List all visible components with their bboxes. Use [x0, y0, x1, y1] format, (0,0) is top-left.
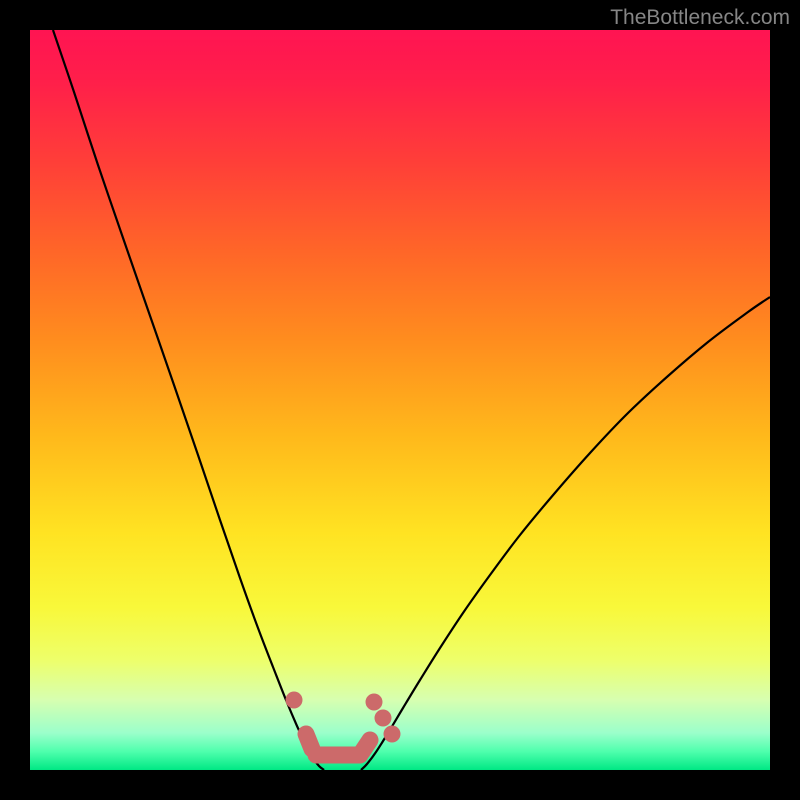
bottleneck-curve-chart — [0, 0, 800, 800]
marker-dot — [286, 692, 303, 709]
marker-dot — [384, 726, 401, 743]
marker-bar — [362, 740, 370, 752]
gradient-plot-area — [30, 30, 770, 770]
marker-dot — [366, 694, 383, 711]
watermark-text: TheBottleneck.com — [610, 6, 790, 30]
chart-frame: TheBottleneck.com — [0, 0, 800, 800]
marker-bar — [306, 734, 312, 749]
marker-dot — [375, 710, 392, 727]
